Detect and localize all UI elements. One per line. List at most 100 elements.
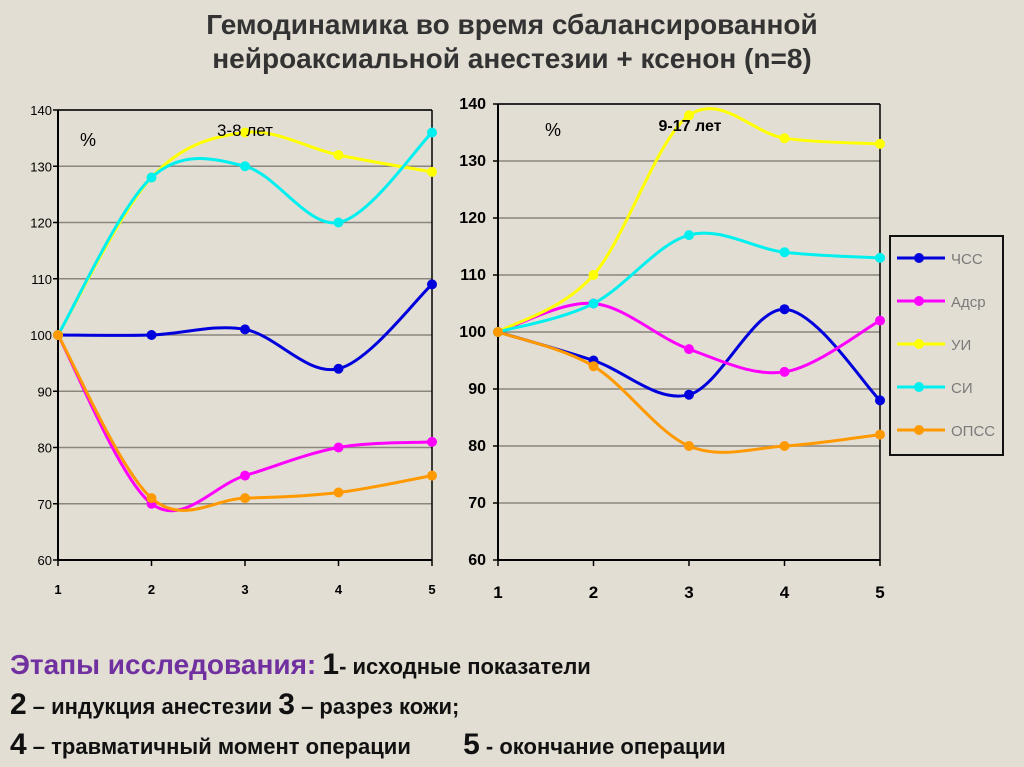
data-point <box>588 361 599 372</box>
data-point <box>427 436 437 447</box>
data-point <box>427 470 437 481</box>
data-point <box>779 247 790 258</box>
data-point <box>684 344 694 355</box>
y-tick-label: 70 <box>468 495 486 512</box>
series-line-2 <box>497 301 881 375</box>
y-tick-label: 130 <box>459 153 486 170</box>
y-tick-label: 80 <box>468 438 486 455</box>
title-line-2: нейроаксиальной анестезии + ксенон (n=8) <box>212 43 812 74</box>
data-point <box>146 172 157 183</box>
series-line-4 <box>497 231 881 334</box>
data-point <box>875 395 885 406</box>
data-point <box>240 127 250 138</box>
y-tick-label: 120 <box>30 216 52 231</box>
data-point <box>588 298 599 309</box>
x-tick-label: 5 <box>428 582 435 597</box>
page-title: Гемодинамика во время сбалансированной н… <box>0 8 1024 76</box>
legend-item: ЧСС <box>897 251 983 268</box>
y-tick-label: 100 <box>459 324 486 341</box>
legend-marker <box>914 339 924 349</box>
y-tick-label: 90 <box>468 381 486 398</box>
x-tick-label: 3 <box>241 582 248 597</box>
stage-4-number: 4 <box>10 728 27 761</box>
y-tick-label: 60 <box>468 552 486 569</box>
y-axis-label: % <box>80 130 96 150</box>
legend-item: ОПСС <box>897 423 995 440</box>
legend-label: ЧСС <box>951 251 983 268</box>
data-point <box>427 166 437 177</box>
data-point <box>779 304 790 315</box>
stage-1-number: 1 <box>322 648 340 681</box>
series-line-5 <box>56 334 433 512</box>
legend-label: УИ <box>951 337 971 354</box>
data-point <box>333 150 344 160</box>
data-point <box>875 315 885 326</box>
legend-marker <box>914 382 924 392</box>
y-tick-label: 110 <box>31 272 52 287</box>
stage-4-text: – травматичный момент операции <box>26 734 411 759</box>
stage-3-text: – разрез кожи; <box>294 694 460 719</box>
series-line-3 <box>497 107 881 334</box>
legend-box <box>889 235 1004 456</box>
x-tick-label: 2 <box>148 582 155 597</box>
data-point <box>146 330 157 340</box>
stage-2-number: 2 <box>10 688 27 721</box>
legend: ЧСС Адср УИ СИ ОПСС <box>889 235 1004 456</box>
stages-heading: Этапы исследования: <box>10 649 317 680</box>
stages-line-3: 4 – травматичный момент операции 5 - око… <box>10 728 726 762</box>
data-point <box>875 252 885 263</box>
y-tick-label: 80 <box>38 441 52 456</box>
x-tick-label: 4 <box>335 582 343 597</box>
chart-title: 3-8 лет <box>217 121 273 140</box>
data-point <box>493 327 503 337</box>
stage-5-number: 5 <box>463 728 480 761</box>
data-point <box>779 441 790 451</box>
data-point <box>875 138 885 149</box>
y-tick-label: 60 <box>38 553 52 568</box>
data-point <box>333 442 344 453</box>
stages-line-1: Этапы исследования: 1- исходные показате… <box>10 648 591 682</box>
legend-label: ОПСС <box>951 423 995 440</box>
data-point <box>779 366 790 377</box>
legend-label: СИ <box>951 380 973 397</box>
stage-5-text: - окончание операции <box>479 734 726 759</box>
stage-3-number: 3 <box>278 688 295 721</box>
data-point <box>684 389 694 400</box>
legend-marker <box>914 425 924 435</box>
data-point <box>427 127 437 138</box>
y-tick-label: 110 <box>460 267 486 284</box>
legend-marker <box>914 253 924 263</box>
data-point <box>240 470 250 481</box>
x-tick-label: 3 <box>684 583 693 602</box>
y-tick-label: 130 <box>30 159 52 174</box>
data-point <box>588 270 599 280</box>
legend-item: СИ <box>897 380 973 397</box>
data-point <box>684 441 694 451</box>
y-tick-label: 70 <box>38 497 52 512</box>
data-point <box>684 230 694 241</box>
data-point <box>684 110 694 121</box>
data-point <box>240 324 250 335</box>
y-tick-label: 140 <box>459 96 486 113</box>
x-tick-label: 2 <box>589 583 598 602</box>
y-axis-label: % <box>545 120 561 140</box>
data-point <box>333 363 344 374</box>
stage-2-text: – индукция анестезии <box>26 694 273 719</box>
y-tick-label: 100 <box>30 328 52 343</box>
stages-line-2: 2 – индукция анестезии 3 – разрез кожи; <box>10 688 459 722</box>
x-tick-label: 1 <box>493 583 502 602</box>
data-point <box>240 493 250 504</box>
data-point <box>875 429 885 440</box>
data-point <box>779 133 790 144</box>
y-tick-label: 140 <box>30 103 52 118</box>
chart-1: 60 70 80 90 100 110 120 130 140 1 2 3 4 5% 3-8 лет <box>30 103 437 597</box>
x-tick-label: 5 <box>875 583 884 602</box>
data-point <box>333 487 344 498</box>
data-point <box>240 161 250 172</box>
chart-title: 9-17 лет <box>659 118 722 135</box>
legend-marker <box>914 296 924 306</box>
x-tick-label: 1 <box>54 582 61 597</box>
x-tick-label: 4 <box>780 583 790 602</box>
stage-1-text: - исходные показатели <box>339 654 591 679</box>
